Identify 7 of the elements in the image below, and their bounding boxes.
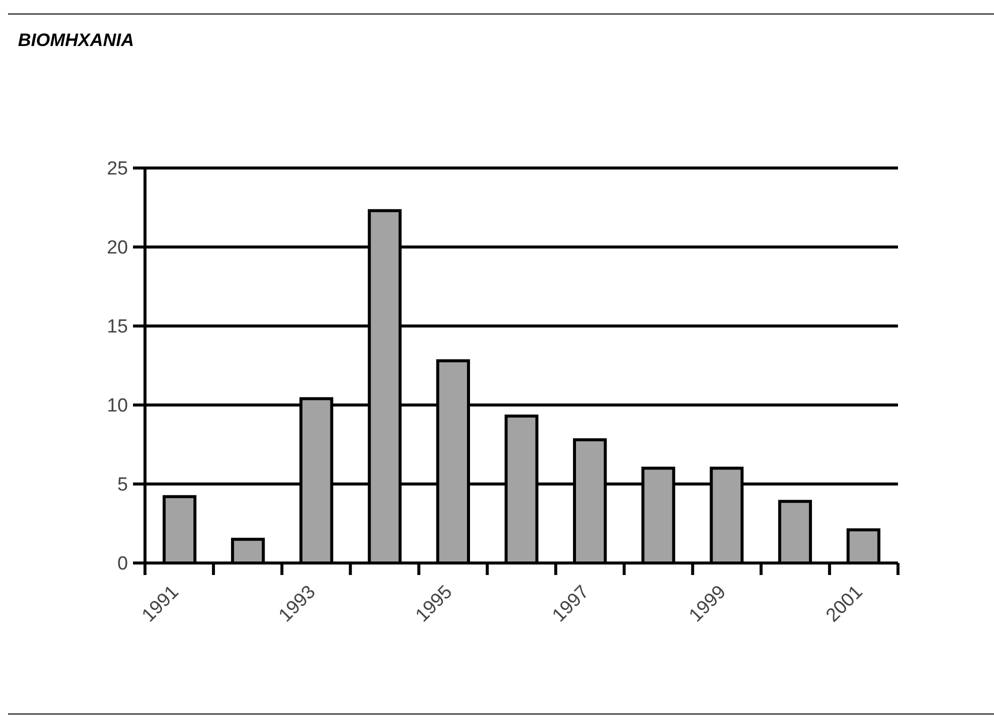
y-tick-label: 15 bbox=[106, 316, 128, 338]
chart-title: ΒΙΟΜΗΧΑΝΙΑ bbox=[18, 30, 134, 50]
y-tick-label: 5 bbox=[117, 474, 128, 496]
y-tick-label: 25 bbox=[106, 158, 128, 180]
y-tick-label: 10 bbox=[106, 396, 128, 417]
y-tick-label: 20 bbox=[106, 238, 128, 259]
y-tick-label: 0 bbox=[117, 554, 128, 575]
